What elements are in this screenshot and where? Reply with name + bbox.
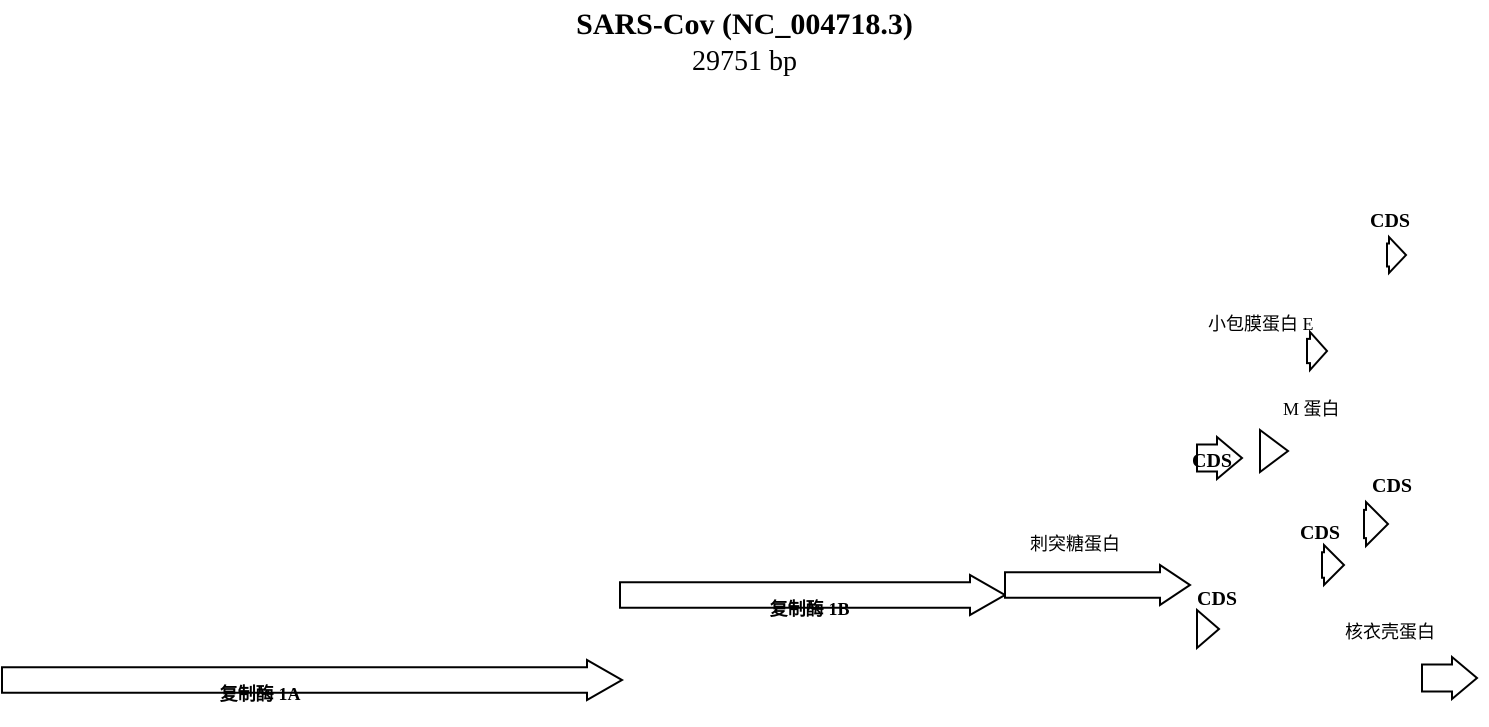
- title-sub: 29751 bp: [0, 46, 1489, 78]
- spike-glycoprotein-arrow: [1003, 563, 1192, 607]
- cds-lower-mid-b-label: CDS: [1372, 475, 1412, 498]
- spike-glycoprotein-label: 刺突糖蛋白: [1030, 530, 1120, 556]
- cds-top-right-label: CDS: [1370, 210, 1410, 233]
- envelope-e-label: 小包膜蛋白 E: [1208, 310, 1314, 336]
- m-protein-arrow: [1258, 428, 1290, 474]
- cds-lower-mid-a-label: CDS: [1300, 522, 1340, 545]
- nucleocapsid-label: 核衣壳蛋白: [1345, 618, 1435, 644]
- envelope-e-arrow: [1305, 330, 1329, 372]
- cds-after-spike-arrow: [1195, 608, 1221, 650]
- cds-mid-upper-label: CDS: [1192, 450, 1232, 473]
- cds-lower-mid-a-arrow: [1320, 543, 1346, 587]
- cds-top-right-arrow: [1385, 235, 1408, 275]
- m-protein-label: M 蛋白: [1283, 395, 1340, 421]
- replicase-1a-arrow: [0, 658, 624, 702]
- nucleocapsid-arrow: [1420, 655, 1479, 701]
- cds-after-spike-label: CDS: [1197, 588, 1237, 611]
- replicase-1a-label: 复制酶 1A: [220, 680, 301, 706]
- cds-lower-mid-b-arrow: [1362, 500, 1390, 548]
- replicase-1b-label: 复制酶 1B: [770, 595, 850, 621]
- title-main: SARS-Cov (NC_004718.3): [0, 8, 1489, 42]
